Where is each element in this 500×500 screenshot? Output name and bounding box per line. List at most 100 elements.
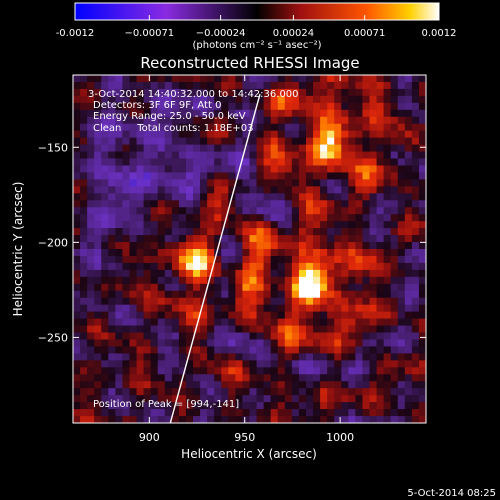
heatmap-cell	[277, 165, 286, 173]
heatmap-cell	[277, 339, 286, 347]
heatmap-cell	[369, 262, 377, 271]
heatmap-cell	[383, 144, 391, 152]
heatmap-cell	[256, 200, 264, 208]
heatmap-cell	[221, 228, 229, 236]
heatmap-cell	[221, 75, 229, 83]
heatmap-cell	[108, 144, 116, 152]
heatmap-cell	[397, 388, 406, 396]
heatmap-cell	[221, 381, 229, 389]
heatmap-cell	[178, 214, 187, 222]
heatmap-cell	[383, 409, 391, 417]
heatmap-cell	[418, 269, 426, 278]
heatmap-cell	[108, 402, 116, 410]
heatmap-cell	[129, 158, 137, 166]
heatmap-cell	[221, 318, 229, 326]
heatmap-cell	[270, 214, 279, 222]
heatmap-cell	[136, 165, 144, 173]
heatmap-cell	[291, 109, 300, 118]
heatmap-cell	[171, 332, 180, 340]
heatmap-cell	[355, 186, 363, 194]
heatmap-cell	[263, 242, 271, 250]
heatmap-cell	[115, 381, 123, 389]
heatmap-cell	[411, 221, 420, 229]
heatmap-cell	[341, 179, 349, 187]
heatmap-cell	[362, 402, 370, 410]
heatmap-cell	[101, 95, 109, 104]
heatmap-cell	[284, 200, 293, 208]
heatmap-cell	[369, 402, 377, 410]
heatmap-cell	[150, 409, 159, 417]
heatmap-cell	[270, 179, 279, 187]
heatmap-cell	[263, 311, 271, 319]
annotation-clean-counts: Clean Total counts: 1.18E+03	[93, 123, 253, 134]
heatmap-cell	[284, 409, 293, 417]
heatmap-cell	[277, 297, 286, 305]
heatmap-cell	[143, 102, 151, 111]
heatmap-cell	[305, 235, 314, 243]
heatmap-cell	[193, 269, 201, 278]
heatmap-cell	[270, 332, 279, 340]
heatmap-cell	[108, 75, 116, 83]
heatmap-cell	[207, 123, 215, 131]
heatmap-cell	[136, 269, 144, 278]
heatmap-cell	[94, 81, 102, 90]
heatmap-cell	[193, 388, 201, 396]
heatmap-cell	[355, 353, 363, 361]
heatmap-cell	[256, 318, 264, 326]
heatmap-cell	[249, 144, 257, 152]
heatmap-cell	[313, 130, 321, 138]
heatmap-cell	[249, 123, 257, 131]
heatmap-cell	[341, 325, 349, 333]
heatmap-cell	[249, 367, 257, 375]
heatmap-cell	[305, 367, 314, 375]
heatmap-cell	[171, 75, 180, 83]
heatmap-cell	[341, 339, 349, 347]
heatmap-cell	[369, 346, 377, 354]
heatmap-cell	[122, 290, 130, 299]
heatmap-cell	[150, 395, 159, 403]
heatmap-cell	[94, 304, 102, 312]
heatmap-cell	[270, 290, 279, 299]
heatmap-cell	[327, 395, 335, 403]
heatmap-cell	[298, 151, 307, 159]
heatmap-cell	[185, 193, 194, 201]
heatmap-cell	[122, 381, 130, 389]
heatmap-cell	[369, 123, 377, 131]
heatmap-cell	[411, 416, 420, 423]
heatmap-cell	[305, 221, 314, 229]
heatmap-cell	[214, 395, 222, 403]
heatmap-cell	[376, 207, 384, 215]
heatmap-cell	[242, 186, 250, 194]
heatmap-cell	[369, 367, 377, 375]
heatmap-cell	[108, 262, 116, 271]
heatmap-cell	[185, 402, 194, 410]
heatmap-cell	[136, 374, 144, 382]
heatmap-cell	[122, 221, 130, 229]
heatmap-cell	[263, 360, 271, 368]
heatmap-cell	[369, 283, 377, 292]
heatmap-cell	[270, 318, 279, 326]
heatmap-cell	[171, 151, 180, 159]
heatmap-cell	[327, 332, 335, 340]
heatmap-cell	[376, 88, 384, 97]
heatmap-cell	[313, 165, 321, 173]
heatmap-cell	[143, 158, 151, 166]
heatmap-cell	[369, 200, 377, 208]
heatmap-cell	[200, 109, 208, 118]
heatmap-cell	[185, 409, 194, 417]
heatmap-cell	[362, 416, 370, 423]
heatmap-cell	[249, 332, 257, 340]
heatmap-cell	[320, 332, 328, 340]
heatmap-cell	[411, 353, 420, 361]
heatmap-cell	[115, 332, 123, 340]
heatmap-cell	[291, 172, 300, 180]
heatmap-cell	[94, 151, 102, 159]
heatmap-cell	[334, 360, 342, 368]
heatmap-cell	[129, 325, 137, 333]
heatmap-cell	[348, 193, 356, 201]
heatmap-cell	[411, 123, 420, 131]
heatmap-cell	[122, 179, 130, 187]
heatmap-cell	[73, 81, 81, 90]
heatmap-cell	[200, 339, 208, 347]
heatmap-cell	[376, 151, 384, 159]
